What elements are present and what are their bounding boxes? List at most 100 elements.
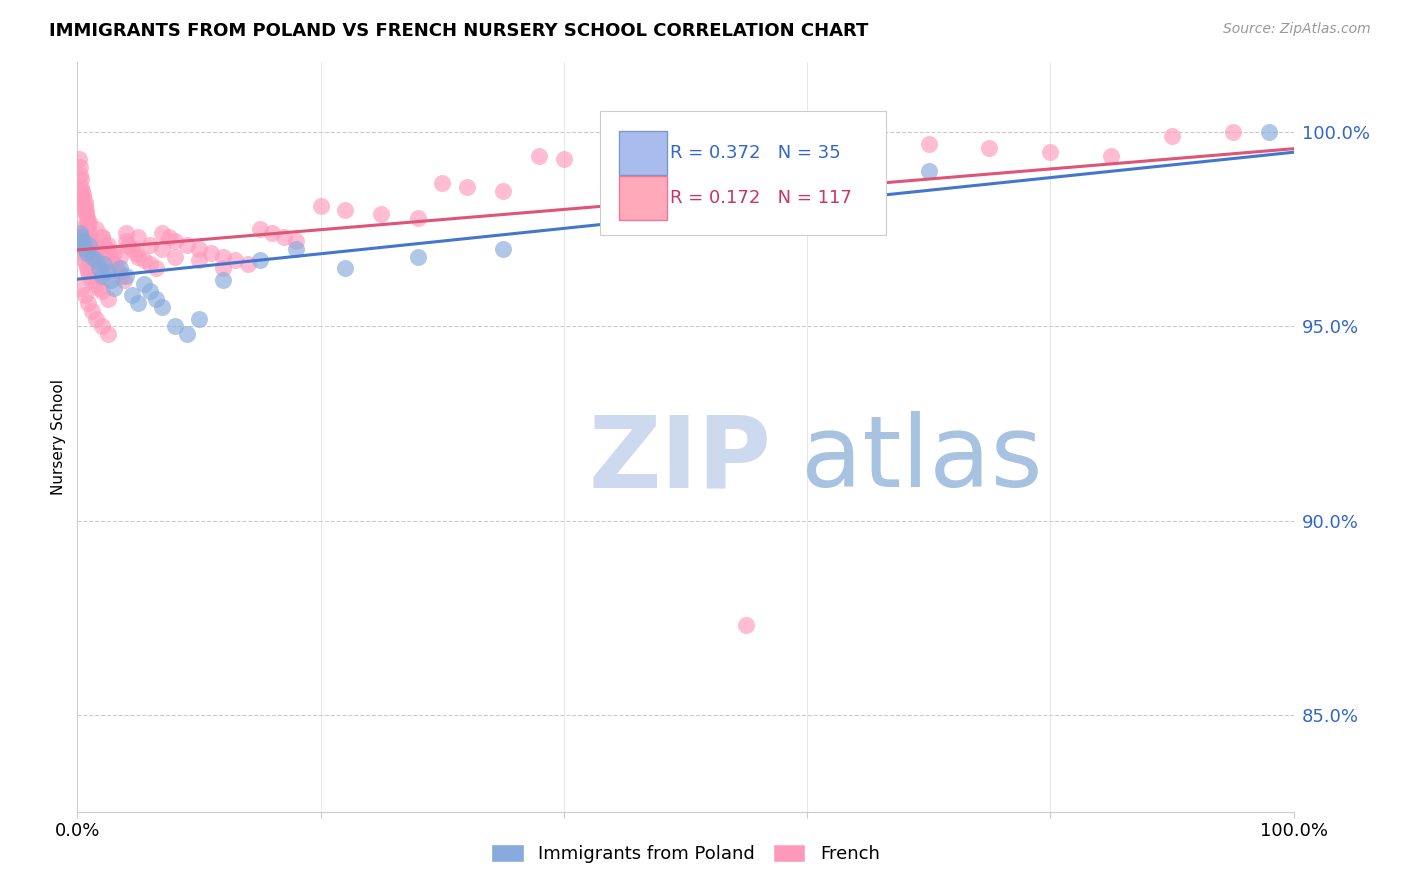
Point bbox=[84, 277, 107, 291]
Point bbox=[212, 273, 235, 287]
Point bbox=[492, 242, 515, 256]
Point bbox=[1258, 125, 1281, 139]
Point bbox=[67, 222, 90, 236]
Point bbox=[80, 234, 103, 248]
Point bbox=[735, 164, 758, 178]
Point bbox=[735, 618, 758, 632]
Point bbox=[127, 296, 149, 310]
Point bbox=[90, 285, 112, 299]
Point bbox=[96, 242, 118, 256]
Point bbox=[112, 273, 135, 287]
Point bbox=[89, 280, 111, 294]
Point bbox=[333, 261, 356, 276]
Point bbox=[260, 227, 283, 241]
Point bbox=[121, 242, 143, 256]
Point bbox=[121, 288, 143, 302]
Point bbox=[918, 164, 941, 178]
Point bbox=[73, 199, 96, 213]
Point bbox=[430, 176, 453, 190]
Point bbox=[188, 311, 211, 326]
Point bbox=[67, 234, 90, 248]
Point bbox=[70, 179, 93, 194]
Point bbox=[139, 285, 162, 299]
Point bbox=[70, 234, 93, 248]
Point bbox=[333, 202, 356, 217]
Point bbox=[1161, 129, 1184, 144]
Point bbox=[176, 327, 198, 342]
Point bbox=[285, 234, 308, 248]
Point bbox=[83, 245, 105, 260]
Point bbox=[73, 195, 96, 210]
Point bbox=[152, 242, 174, 256]
Point bbox=[152, 300, 174, 314]
Point bbox=[553, 153, 575, 167]
Point bbox=[90, 268, 112, 283]
Point bbox=[76, 214, 98, 228]
Point bbox=[80, 250, 103, 264]
Point bbox=[108, 261, 131, 276]
Point bbox=[79, 238, 101, 252]
Point bbox=[675, 161, 697, 175]
Point bbox=[224, 253, 246, 268]
Point bbox=[82, 242, 104, 256]
FancyBboxPatch shape bbox=[600, 112, 886, 235]
Point bbox=[100, 273, 122, 287]
Point bbox=[103, 280, 125, 294]
Point bbox=[72, 191, 94, 205]
Point bbox=[103, 245, 125, 260]
Point bbox=[212, 261, 235, 276]
Point bbox=[70, 280, 93, 294]
Point bbox=[145, 292, 167, 306]
Point bbox=[70, 191, 93, 205]
Point bbox=[72, 245, 94, 260]
Point bbox=[84, 311, 107, 326]
Point bbox=[70, 230, 93, 244]
Point bbox=[285, 242, 308, 256]
Point bbox=[249, 253, 271, 268]
Point bbox=[188, 242, 211, 256]
Point bbox=[77, 265, 100, 279]
Point bbox=[492, 184, 515, 198]
Point bbox=[75, 207, 97, 221]
Point bbox=[90, 230, 112, 244]
Point bbox=[97, 292, 120, 306]
Point bbox=[529, 148, 551, 162]
Point bbox=[93, 238, 115, 252]
Point bbox=[139, 257, 162, 271]
Point bbox=[77, 296, 100, 310]
Point bbox=[86, 253, 108, 268]
Text: R = 0.172   N = 117: R = 0.172 N = 117 bbox=[669, 189, 852, 207]
Point bbox=[73, 288, 96, 302]
Text: atlas: atlas bbox=[801, 411, 1043, 508]
Point bbox=[69, 168, 91, 182]
Point bbox=[89, 261, 111, 276]
Point bbox=[157, 230, 180, 244]
Point bbox=[67, 153, 90, 167]
Point bbox=[110, 268, 132, 283]
Point bbox=[97, 327, 120, 342]
Point bbox=[163, 250, 186, 264]
Point bbox=[75, 257, 97, 271]
Point bbox=[370, 207, 392, 221]
Point bbox=[406, 211, 429, 225]
Point bbox=[125, 245, 148, 260]
Point bbox=[84, 253, 107, 268]
Point bbox=[80, 238, 103, 252]
Point bbox=[69, 230, 91, 244]
Point bbox=[90, 230, 112, 244]
Point bbox=[76, 211, 98, 225]
Point bbox=[77, 219, 100, 233]
Point bbox=[72, 187, 94, 202]
Point bbox=[309, 199, 332, 213]
Point bbox=[273, 230, 295, 244]
Point bbox=[89, 261, 111, 276]
Point bbox=[97, 265, 120, 279]
Point bbox=[103, 257, 125, 271]
Point bbox=[97, 245, 120, 260]
Point bbox=[200, 245, 222, 260]
Point bbox=[72, 234, 94, 248]
Point bbox=[80, 304, 103, 318]
Point bbox=[70, 242, 93, 256]
Point bbox=[93, 257, 115, 271]
Point bbox=[73, 242, 96, 256]
